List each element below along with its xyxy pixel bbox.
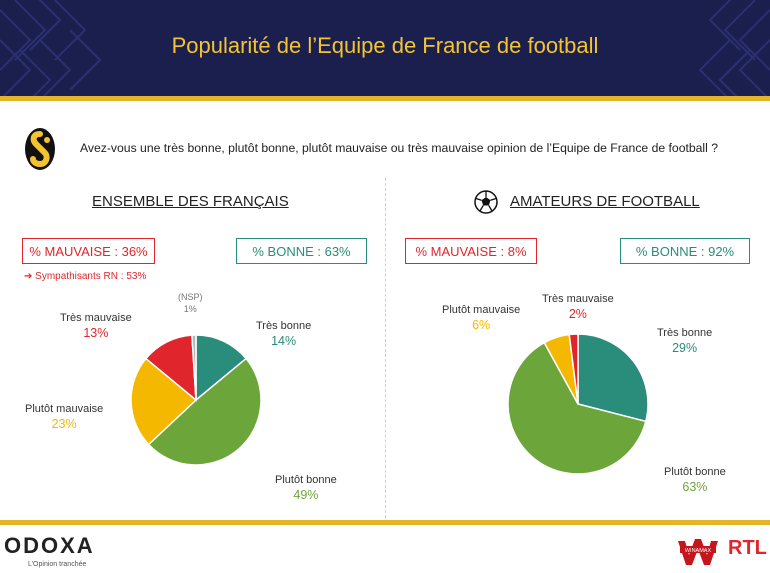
left-label-tres-bonne: Très bonne 14% (256, 319, 311, 349)
survey-question: Avez-vous une très bonne, plutôt bonne, … (80, 141, 718, 155)
left-label-plutot-bonne: Plutôt bonne 49% (275, 473, 337, 503)
right-label-plutot-mauvaise-pct: 6% (472, 318, 491, 332)
right-section-title: AMATEURS DE FOOTBALL (510, 193, 700, 210)
left-label-tres-mauvaise: Très mauvaise 13% (60, 311, 132, 341)
left-label-nsp-pct: 1% (183, 304, 197, 314)
right-label-tres-mauvaise: Très mauvaise 2% (542, 292, 614, 322)
winamax-logo: WINAMAX (678, 539, 718, 565)
right-label-tres-bonne-pct: 29% (672, 341, 698, 355)
header-banner: Popularité de l’Equipe de France de foot… (0, 0, 770, 96)
winamax-logo-text: WINAMAX (685, 548, 712, 554)
right-pie-slice-tr-s-mauvaise (568, 334, 579, 405)
left-mauvaise-box: % MAUVAISE : 36% (22, 238, 155, 264)
right-label-tres-mauvaise-name: Très mauvaise (542, 293, 614, 305)
right-label-plutot-mauvaise-name: Plutôt mauvaise (442, 304, 521, 316)
left-label-tres-mauvaise-pct: 13% (83, 326, 109, 340)
left-label-plutot-bonne-name: Plutôt bonne (275, 474, 337, 486)
left-label-tres-bonne-name: Très bonne (256, 320, 312, 332)
right-label-plutot-mauvaise: Plutôt mauvaise 6% (442, 303, 520, 333)
football-icon (474, 190, 498, 214)
left-section-title: ENSEMBLE DES FRANÇAIS (92, 193, 289, 210)
odoxa-question-icon (25, 128, 55, 170)
left-label-tres-mauvaise-name: Très mauvaise (60, 312, 132, 324)
left-label-plutot-mauvaise-pct: 23% (51, 417, 77, 431)
left-pie-slice-plut-t-mauvaise (131, 357, 198, 446)
section-divider (385, 178, 386, 518)
right-label-tres-bonne-name: Très bonne (657, 327, 713, 339)
arrow-right-icon: ➔ (24, 271, 36, 282)
left-pie-slice-nsp (191, 335, 197, 401)
left-label-tres-bonne-pct: 14% (271, 334, 297, 348)
left-pie-slice-plut-t-bonne (147, 357, 261, 465)
header-pattern (0, 0, 770, 96)
left-pie-slice-tr-s-bonne (195, 335, 248, 402)
footer-gold-band (0, 520, 770, 525)
page-title: Popularité de l’Equipe de France de foot… (171, 33, 599, 58)
left-label-nsp-name: (NSP) (178, 292, 203, 302)
right-label-plutot-bonne-name: Plutôt bonne (664, 466, 726, 478)
odoxa-logo: ODOXA (4, 533, 95, 558)
header-gold-band (0, 96, 770, 101)
left-label-plutot-bonne-pct: 49% (293, 488, 319, 502)
right-label-plutot-bonne: Plutôt bonne 63% (664, 465, 726, 495)
left-rn-note: ➔ Sympathisants RN : 53% (24, 271, 146, 282)
left-label-nsp: (NSP) 1% (178, 291, 203, 315)
odoxa-tagline: L’Opinion tranchée (28, 561, 87, 568)
right-label-tres-mauvaise-pct: 2% (568, 307, 587, 321)
right-label-plutot-bonne-pct: 63% (682, 480, 708, 494)
right-mauvaise-box: % MAUVAISE : 8% (405, 238, 537, 264)
left-label-plutot-mauvaise-name: Plutôt mauvaise (25, 403, 104, 415)
right-bonne-box: % BONNE : 92% (620, 238, 750, 264)
left-bonne-box: % BONNE : 63% (236, 238, 367, 264)
left-rn-note-text: Sympathisants RN : 53% (35, 271, 147, 282)
rtl-logo: RTL (728, 537, 767, 559)
right-pie-chart (508, 334, 648, 474)
right-pie-slice-plut-t-bonne (508, 341, 647, 474)
right-pie-slice-tr-s-bonne (577, 334, 648, 423)
left-label-plutot-mauvaise: Plutôt mauvaise 23% (25, 402, 103, 432)
right-label-tres-bonne: Très bonne 29% (657, 326, 712, 356)
left-pie-chart (131, 335, 261, 465)
